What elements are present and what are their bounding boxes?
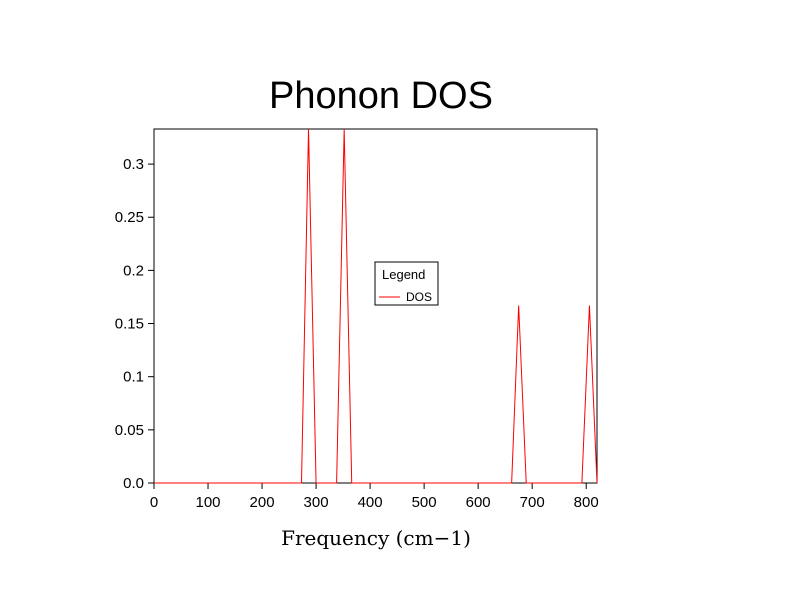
x-tick-label: 800	[574, 494, 599, 511]
y-tick-label: 0.3	[123, 156, 144, 173]
series-layer	[154, 128, 598, 484]
chart-title: Phonon DOS	[269, 75, 493, 117]
y-tick-label: 0.2	[123, 262, 144, 279]
x-axis-label: Frequency (cm−1)	[281, 526, 471, 550]
series-line-dos	[154, 128, 598, 484]
x-tick-label: 100	[196, 494, 221, 511]
plot-frame	[153, 128, 598, 484]
y-tick-label: 0.05	[115, 422, 144, 439]
x-tick-label: 400	[358, 494, 383, 511]
x-axis: 0 100 200 300 400 500 600 700 800	[150, 483, 599, 511]
y-tick-label: 0.25	[115, 209, 144, 226]
y-axis: 0.0 0.05 0.1 0.15 0.2 0.25 0.3	[115, 156, 154, 492]
x-tick-label: 500	[412, 494, 437, 511]
x-tick-label: 0	[150, 494, 158, 511]
y-tick-label: 0.0	[123, 475, 144, 492]
y-tick-label: 0.1	[123, 369, 144, 386]
legend: Legend DOS	[374, 261, 439, 306]
x-tick-label: 300	[304, 494, 329, 511]
x-tick-label: 200	[250, 494, 275, 511]
x-tick-label: 700	[520, 494, 545, 511]
y-tick-label: 0.15	[115, 316, 144, 333]
legend-box	[374, 261, 439, 306]
legend-title: Legend	[382, 267, 425, 282]
x-tick-label: 600	[466, 494, 491, 511]
legend-label-dos: DOS	[406, 290, 432, 304]
